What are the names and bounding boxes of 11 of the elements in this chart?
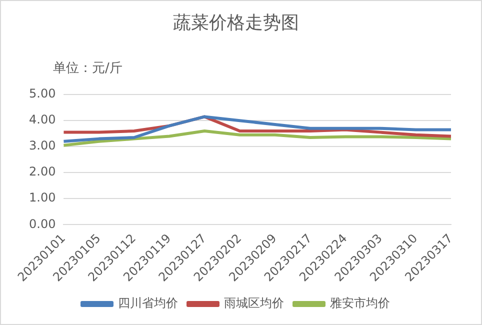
- y-tick-label: 2.00: [29, 164, 56, 179]
- chart-title: 蔬菜价格走势图: [173, 12, 299, 34]
- y-tick-label: 3.00: [29, 138, 56, 153]
- legend-label: 雅安市均价: [330, 296, 390, 310]
- y-tick-label: 0.00: [29, 216, 56, 231]
- y-tick-label: 4.00: [29, 112, 56, 127]
- y-tick-label: 5.00: [29, 86, 56, 101]
- legend-label: 四川省均价: [118, 296, 178, 310]
- legend-label: 雨城区均价: [224, 296, 284, 310]
- text: 单位：元/斤: [53, 60, 122, 77]
- y-tick-label: 1.00: [29, 190, 56, 205]
